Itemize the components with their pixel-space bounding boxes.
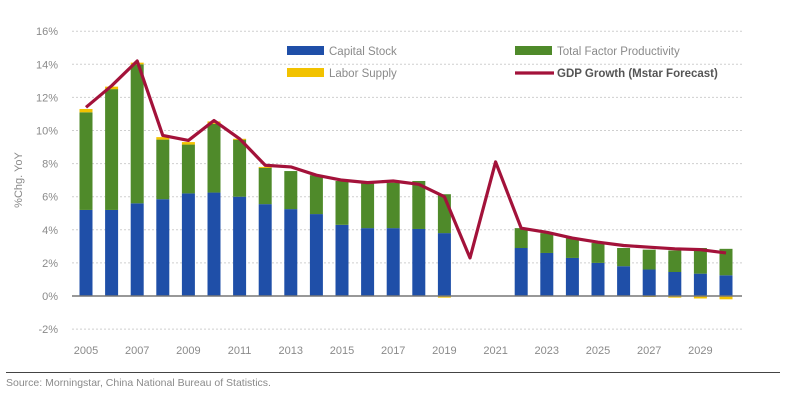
- bar-capital-stock-2028: [668, 272, 682, 296]
- bar-capital-stock-2007: [130, 203, 144, 296]
- legend-swatch-total-factor-productivity: [515, 46, 552, 55]
- chart: -2%0%2%4%6%8%10%12%14%16% 2005 2007 2009 20…: [13, 26, 742, 357]
- bar-capital-stock-2019: [437, 233, 451, 296]
- x-tick-label: 2017: [381, 345, 405, 357]
- bar-labor-supply-2028: [668, 296, 682, 298]
- bar-total-factor-productivity-2022: [514, 228, 528, 249]
- y-tick-label: 0%: [42, 291, 58, 303]
- bar-total-factor-productivity-2005: [79, 112, 93, 210]
- bar-labor-supply-2019: [437, 296, 451, 298]
- bar-total-factor-productivity-2016: [361, 183, 375, 229]
- bar-labor-supply-2029: [693, 296, 707, 299]
- bar-capital-stock-2013: [284, 209, 298, 296]
- bar-capital-stock-2016: [361, 228, 375, 296]
- bar-capital-stock-2012: [258, 204, 272, 296]
- x-tick-label: 2015: [330, 345, 354, 357]
- bar-labor-supply-2030: [719, 296, 733, 300]
- bar-total-factor-productivity-2007: [130, 64, 144, 204]
- bars: [79, 62, 733, 300]
- y-tick-label: 16%: [36, 26, 58, 38]
- source-note: Source: Morningstar, China National Bure…: [6, 377, 271, 389]
- legend: Capital Stock Total Factor Productivity La…: [287, 46, 718, 80]
- bar-capital-stock-2005: [79, 209, 93, 296]
- legend-label-total-factor-productivity: Total Factor Productivity: [557, 46, 680, 58]
- y-tick-label: 10%: [36, 126, 58, 138]
- x-tick-label: 2013: [279, 345, 303, 357]
- bar-total-factor-productivity-2006: [105, 89, 119, 210]
- gdp-line: [84, 59, 727, 260]
- legend-label-gdp-growth-mstar-forecast: GDP Growth (Mstar Forecast): [557, 68, 718, 80]
- bar-capital-stock-2023: [540, 252, 554, 296]
- y-tick-label: 12%: [36, 92, 58, 104]
- bar-capital-stock-2022: [514, 248, 528, 296]
- bar-capital-stock-2014: [309, 214, 323, 296]
- bar-total-factor-productivity-2026: [617, 248, 631, 267]
- x-tick-label: 2027: [637, 345, 661, 357]
- bar-capital-stock-2015: [335, 224, 349, 296]
- bar-total-factor-productivity-2030: [719, 248, 733, 276]
- bar-total-factor-productivity-2015: [335, 180, 349, 225]
- bar-total-factor-productivity-2018: [412, 180, 426, 229]
- bar-capital-stock-2006: [105, 209, 119, 296]
- bar-labor-supply-2009: [181, 142, 195, 145]
- bar-labor-supply-2010: [207, 121, 221, 124]
- bar-total-factor-productivity-2014: [309, 175, 323, 215]
- bar-total-factor-productivity-2023: [540, 233, 554, 253]
- bar-total-factor-productivity-2012: [258, 167, 272, 205]
- bar-labor-supply-2012: [258, 166, 272, 168]
- bar-total-factor-productivity-2008: [156, 139, 170, 200]
- bar-total-factor-productivity-2010: [207, 123, 221, 193]
- bar-labor-supply-2005: [79, 108, 93, 113]
- bar-capital-stock-2025: [591, 262, 605, 296]
- bar-total-factor-productivity-2009: [181, 144, 195, 194]
- y-tick-label: 14%: [36, 59, 58, 71]
- x-tick-label: 2007: [125, 345, 149, 357]
- x-ticks: 2005 2007 2009 2011 2013 2015 2017 2019 2021 2023…: [74, 345, 713, 357]
- bar-total-factor-productivity-2024: [565, 238, 579, 258]
- bar-total-factor-productivity-2011: [233, 139, 247, 197]
- bar-total-factor-productivity-2027: [642, 249, 656, 270]
- bar-capital-stock-2029: [693, 273, 707, 296]
- bar-capital-stock-2024: [565, 257, 579, 296]
- y-axis-label: %Chg. YoY: [13, 152, 25, 208]
- x-tick-label: 2021: [483, 345, 507, 357]
- gdp-growth-line: [84, 59, 727, 260]
- y-tick-label: 6%: [42, 192, 58, 204]
- x-tick-label: 2023: [535, 345, 559, 357]
- bar-capital-stock-2017: [386, 228, 400, 296]
- legend-swatch-capital-stock: [287, 46, 324, 55]
- footer-rule: [6, 372, 780, 373]
- legend-swatch-labor-supply: [287, 68, 324, 77]
- bar-total-factor-productivity-2029: [693, 248, 707, 274]
- x-tick-label: 2011: [228, 345, 252, 357]
- x-tick-label: 2005: [74, 345, 98, 357]
- y-tick-label: 2%: [42, 258, 58, 270]
- bar-capital-stock-2026: [617, 266, 631, 296]
- y-tick-label: -2%: [38, 324, 58, 336]
- x-tick-label: 2029: [688, 345, 712, 357]
- bar-labor-supply-2008: [156, 137, 170, 140]
- y-tick-label: 8%: [42, 159, 58, 171]
- y-ticks: -2% 0% 2% 4% 6% 8% 10% 12% 14% 16%: [36, 26, 58, 336]
- x-tick-label: 2019: [432, 345, 456, 357]
- bar-capital-stock-2010: [207, 192, 221, 296]
- x-tick-label: 2025: [586, 345, 610, 357]
- bar-total-factor-productivity-2025: [591, 243, 605, 263]
- bar-capital-stock-2011: [233, 196, 247, 296]
- y-tick-label: 4%: [42, 225, 58, 237]
- legend-label-labor-supply: Labor Supply: [329, 68, 397, 80]
- bar-capital-stock-2030: [719, 275, 733, 296]
- bar-capital-stock-2027: [642, 269, 656, 296]
- bar-capital-stock-2008: [156, 199, 170, 296]
- bar-capital-stock-2018: [412, 228, 426, 296]
- legend-label-capital-stock: Capital Stock: [329, 46, 397, 58]
- bar-total-factor-productivity-2028: [668, 250, 682, 273]
- bar-total-factor-productivity-2017: [386, 182, 400, 229]
- bar-capital-stock-2009: [181, 193, 195, 296]
- bar-total-factor-productivity-2013: [284, 171, 298, 210]
- x-tick-label: 2009: [176, 345, 200, 357]
